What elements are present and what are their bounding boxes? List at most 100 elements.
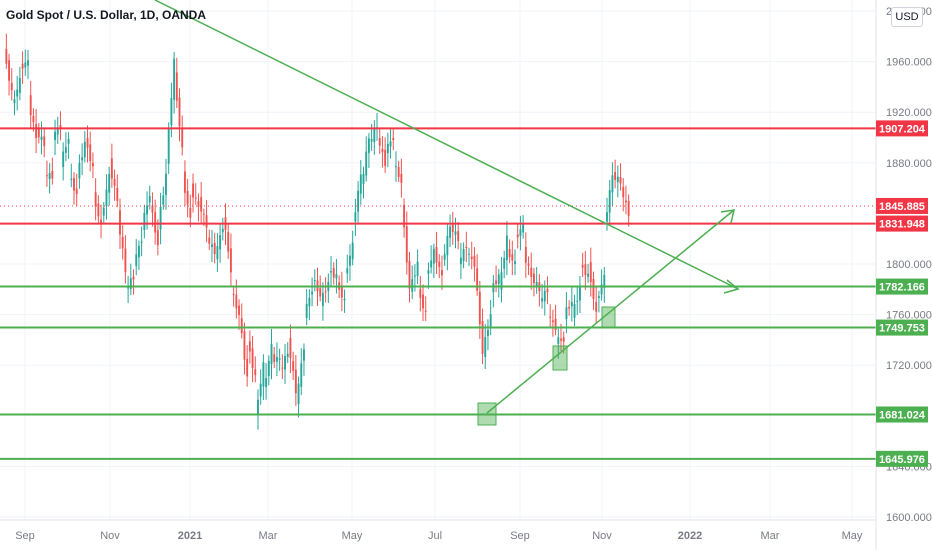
- x-tick-label: Mar: [761, 530, 780, 542]
- candle-body: [211, 244, 213, 248]
- candle-body: [308, 297, 311, 307]
- candle-body: [273, 354, 276, 362]
- candle-body: [349, 255, 351, 266]
- y-tick-label: 1720.000: [886, 360, 932, 372]
- candle-body: [608, 190, 611, 213]
- currency-badge[interactable]: USD: [891, 7, 923, 27]
- chart-title: Gold Spot / U.S. Dollar, 1D, OANDA: [6, 8, 207, 22]
- candle-body: [189, 207, 192, 218]
- candle-body: [354, 212, 357, 222]
- candle-body: [619, 177, 622, 184]
- candle-body: [543, 291, 546, 302]
- candle-body: [454, 231, 457, 235]
- candle-body: [10, 82, 13, 91]
- candle-body: [35, 124, 38, 139]
- highlight-box: [601, 306, 616, 328]
- candle-body: [186, 190, 189, 205]
- candle-body: [422, 294, 424, 309]
- candle-body: [324, 291, 327, 293]
- x-tick-label: Nov: [100, 530, 120, 542]
- y-tick-label: 1760.000: [886, 310, 932, 322]
- candle-body: [13, 99, 16, 104]
- candle-body: [340, 286, 343, 298]
- candle-body: [519, 229, 522, 236]
- candle-body: [430, 260, 433, 268]
- candle-body: [278, 358, 281, 360]
- candle-body: [384, 149, 387, 166]
- candle-body: [332, 268, 335, 278]
- candle-body: [367, 138, 370, 153]
- candle-body: [503, 257, 506, 269]
- candle-body: [357, 190, 360, 212]
- candle-body: [94, 192, 97, 207]
- candle-body: [408, 260, 411, 289]
- candle-body: [97, 203, 100, 217]
- candle-body: [248, 341, 251, 352]
- candle-body: [533, 273, 535, 283]
- candle-body: [251, 348, 254, 369]
- candle-body: [232, 293, 235, 295]
- candle-body: [419, 289, 422, 298]
- candle-body: [624, 200, 627, 203]
- candle-body: [89, 144, 92, 162]
- candle-body: [56, 128, 59, 135]
- candle-body: [43, 136, 46, 146]
- ascending-trend-line: [486, 209, 735, 414]
- candle-body: [576, 300, 579, 302]
- candle-body: [397, 166, 400, 177]
- grid-lines: [0, 0, 876, 520]
- candle-body: [284, 355, 286, 370]
- candle-body: [303, 349, 305, 361]
- candle-body: [462, 249, 465, 262]
- candle-body: [346, 268, 349, 274]
- candle-body: [227, 231, 230, 252]
- candle-body: [254, 369, 257, 376]
- candle-body: [75, 188, 78, 195]
- candle-body: [592, 279, 595, 299]
- candle-body: [551, 320, 554, 322]
- candle-body: [202, 213, 205, 215]
- candle-body: [573, 303, 576, 318]
- candle-body: [135, 254, 138, 266]
- candle-body: [281, 367, 284, 369]
- candle-body: [497, 274, 500, 285]
- candle-body: [119, 210, 121, 235]
- candle-body: [165, 173, 167, 195]
- candle-body: [446, 236, 449, 256]
- candle-body: [257, 399, 259, 415]
- x-tick-label: Mar: [259, 530, 278, 542]
- candle-body: [238, 305, 240, 315]
- candle-body: [86, 138, 89, 148]
- level-price-label: 1782.166: [879, 282, 925, 294]
- candle-body: [67, 138, 70, 144]
- candle-body: [413, 275, 416, 277]
- candle-body: [581, 264, 584, 268]
- candle-body: [208, 237, 211, 244]
- level-price-tag: [876, 120, 928, 137]
- candle-body: [487, 329, 489, 337]
- candle-body: [411, 279, 414, 292]
- candle-body: [300, 363, 303, 387]
- candle-body: [197, 201, 200, 207]
- candle-body: [108, 173, 111, 193]
- candle-body: [5, 48, 8, 64]
- candle-body: [395, 166, 397, 168]
- candle-body: [451, 223, 454, 233]
- candle-body: [27, 60, 29, 66]
- candle-body: [170, 97, 173, 126]
- candle-body: [81, 157, 84, 161]
- candle-body: [162, 195, 165, 205]
- candle-body: [148, 196, 151, 203]
- candle-body: [267, 360, 270, 376]
- candle-body: [554, 318, 557, 331]
- candle-body: [321, 292, 324, 306]
- candle-body: [565, 307, 568, 320]
- level-price-label: 1831.948: [879, 219, 925, 231]
- candle-body: [578, 287, 581, 301]
- candle-body: [292, 361, 295, 371]
- candle-body: [124, 248, 127, 273]
- candle-body: [484, 336, 487, 357]
- candle-body: [319, 288, 322, 297]
- candle-body: [557, 337, 560, 344]
